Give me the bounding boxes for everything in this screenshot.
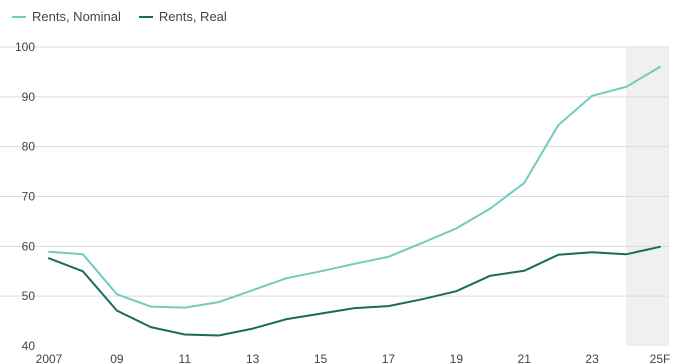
x-tick-label-11: 11 xyxy=(179,352,192,364)
y-tick-label-40: 40 xyxy=(22,339,36,353)
x-tick-label-15: 15 xyxy=(314,352,328,364)
x-tick-label-23: 23 xyxy=(585,352,599,364)
legend-swatch-nominal xyxy=(12,15,26,18)
x-tick-label-2007: 2007 xyxy=(36,352,63,364)
x-tick-label-21: 21 xyxy=(518,352,532,364)
series-line-real xyxy=(48,245,661,337)
x-tick-label-09: 09 xyxy=(110,352,124,364)
legend-swatch-real xyxy=(138,15,153,18)
x-tick-label-17: 17 xyxy=(382,352,396,364)
chart-legend: Rents, Nominal Rents, Real xyxy=(12,9,227,24)
y-tick-label-50: 50 xyxy=(22,289,36,303)
x-tick-label-19: 19 xyxy=(450,352,464,364)
legend-label-real: Rents, Real xyxy=(158,9,227,24)
x-tick-label-25F: 25F xyxy=(650,352,671,364)
y-tick-label-70: 70 xyxy=(22,190,36,204)
y-tick-label-60: 60 xyxy=(22,239,36,253)
y-tick-label-90: 90 xyxy=(22,90,36,104)
x-tick-label-13: 13 xyxy=(246,352,260,364)
y-tick-label-100: 100 xyxy=(15,40,35,54)
legend-item-nominal[interactable]: Rents, Nominal xyxy=(12,9,121,24)
y-tick-label-80: 80 xyxy=(22,140,36,154)
legend-label-nominal: Rents, Nominal xyxy=(32,9,121,24)
legend-item-real[interactable]: Rents, Real xyxy=(138,9,227,24)
series-line-nominal xyxy=(48,65,661,309)
